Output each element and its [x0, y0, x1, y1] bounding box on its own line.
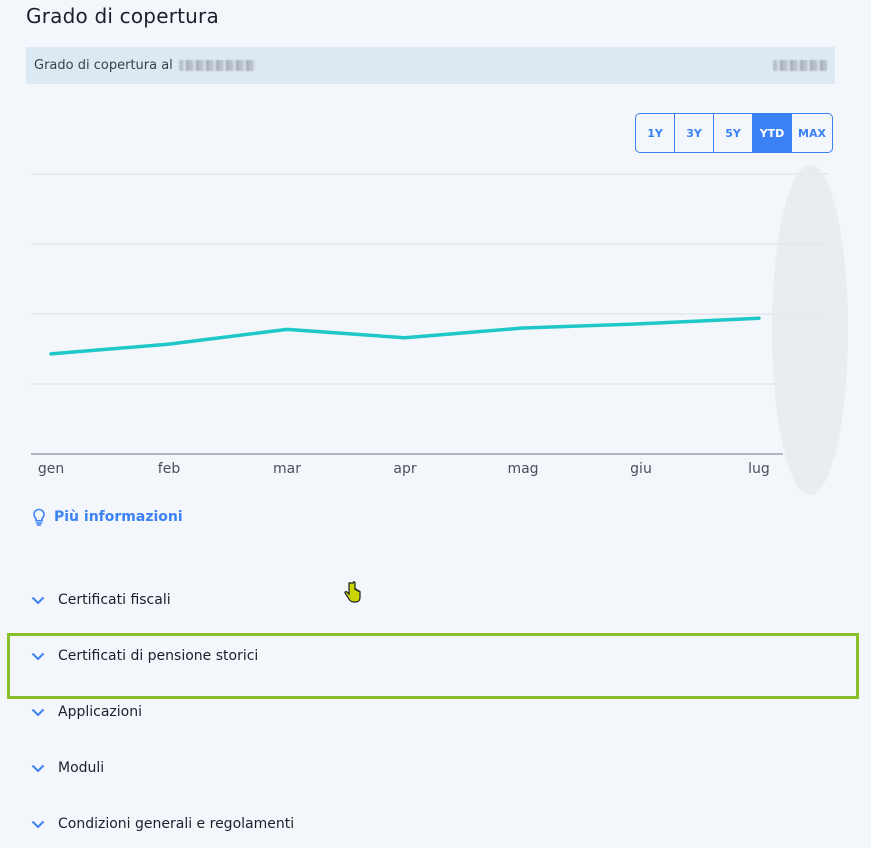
series-line: [49, 316, 761, 356]
data-point[interactable]: [49, 352, 53, 356]
data-point[interactable]: [285, 327, 289, 331]
accordion-item-certificati-pensione-storici[interactable]: Certificati di pensione storici: [30, 648, 258, 664]
accordion-item-certificati-fiscali[interactable]: Certificati fiscali: [30, 592, 171, 608]
accordion-label: Moduli: [58, 760, 105, 776]
x-tick-label: apr: [393, 461, 416, 477]
x-tick-label: mar: [273, 461, 301, 477]
redacted-axis-labels: [772, 165, 848, 495]
accordion-label: Condizioni generali e regolamenti: [58, 816, 295, 832]
lightbulb-icon: [33, 508, 45, 526]
hand-pointer-icon: [344, 581, 361, 603]
x-tick-label: giu: [630, 461, 652, 477]
coverage-info-bar: Grado di copertura al: [26, 47, 835, 84]
data-point[interactable]: [521, 326, 525, 330]
x-tick-label: gen: [38, 461, 64, 477]
chevron-down-icon: [31, 652, 45, 661]
coverage-chart-svg: gen feb mar apr mag giu lug: [31, 165, 848, 495]
coverage-date-label: Grado di copertura al: [34, 58, 173, 73]
redacted-value: [773, 60, 827, 71]
redacted-date: [178, 60, 255, 71]
chevron-down-icon: [31, 708, 45, 717]
range-button-ytd[interactable]: YTD: [753, 114, 792, 152]
chevron-down-icon: [31, 820, 45, 829]
more-info-label: Più informazioni: [54, 509, 183, 525]
accordion-label: Certificati fiscali: [58, 592, 171, 608]
accordion-label: Applicazioni: [58, 704, 142, 720]
range-button-max[interactable]: MAX: [798, 126, 826, 140]
more-info-link[interactable]: Più informazioni: [31, 508, 183, 526]
x-tick-label: lug: [748, 461, 770, 477]
data-point[interactable]: [403, 336, 407, 340]
coverage-chart: gen feb mar apr mag giu lug: [0, 160, 871, 500]
x-tick-label: mag: [507, 461, 538, 477]
range-button-5y[interactable]: 5Y: [714, 114, 753, 152]
range-selector: 1Y 3Y 5Y YTD MAX: [635, 113, 833, 153]
accordion-label: Certificati di pensione storici: [58, 648, 259, 664]
chevron-down-icon: [31, 764, 45, 773]
selection-highlight: [7, 633, 859, 699]
range-button-1y[interactable]: 1Y: [636, 114, 675, 152]
x-tick-label: feb: [158, 461, 181, 477]
range-button-3y[interactable]: 3Y: [675, 114, 714, 152]
data-point[interactable]: [757, 316, 761, 320]
data-point[interactable]: [639, 322, 643, 326]
page-title: Grado di copertura: [26, 4, 219, 28]
data-point[interactable]: [167, 342, 171, 346]
accordion-item-moduli[interactable]: Moduli: [30, 760, 104, 776]
chevron-down-icon: [31, 596, 45, 605]
accordion-item-condizioni-generali[interactable]: Condizioni generali e regolamenti: [30, 816, 294, 832]
accordion-item-applicazioni[interactable]: Applicazioni: [30, 704, 142, 720]
